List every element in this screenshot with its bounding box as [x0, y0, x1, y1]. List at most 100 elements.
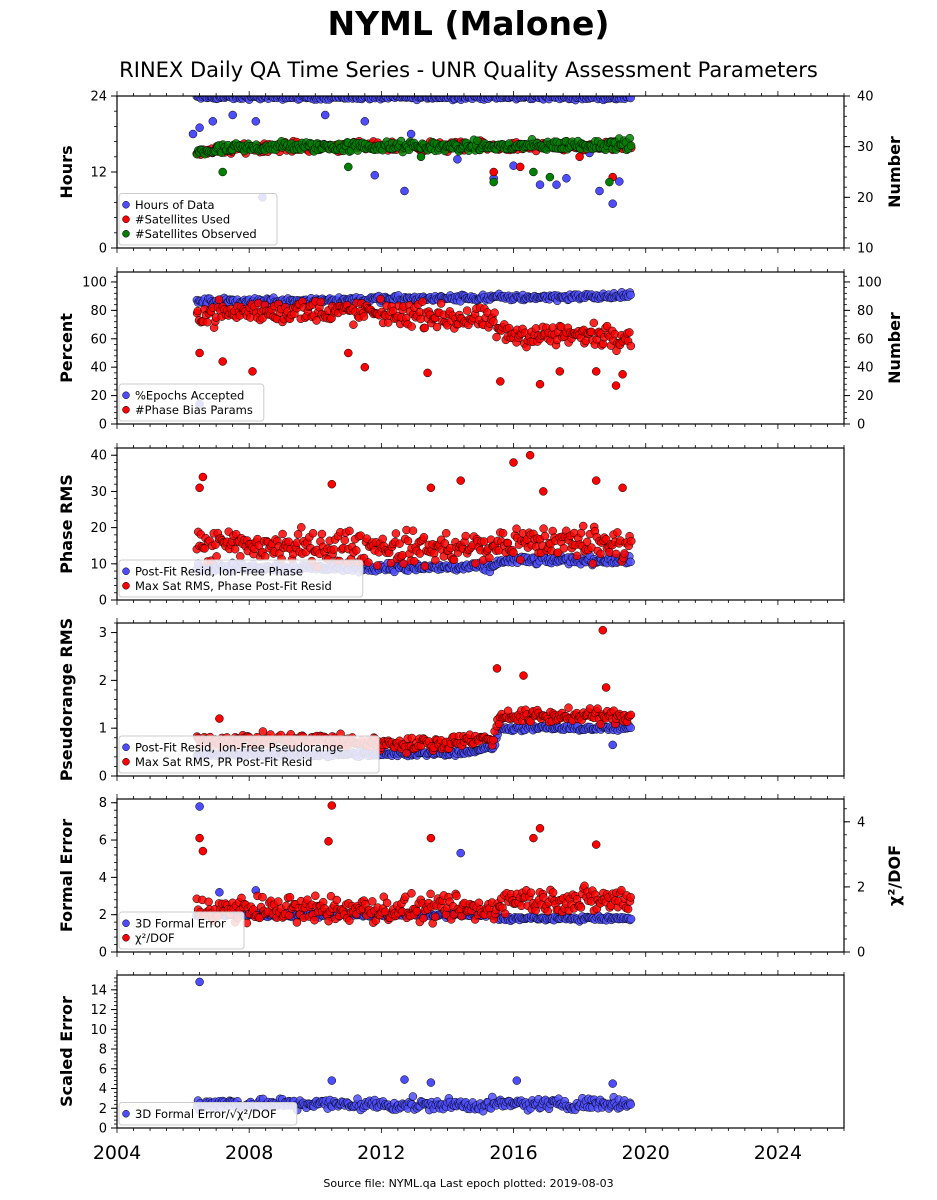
- data-point-outlier: [535, 379, 545, 389]
- data-point-outlier: [195, 977, 204, 987]
- y-tick-label: 2: [99, 1102, 107, 1117]
- data-point: [285, 892, 295, 902]
- data-point: [345, 526, 354, 536]
- panel-6: 0 2 4 6 8 10 12 14 Scaled Error 2004 2008 2012 2016 2…: [57, 970, 845, 1164]
- legend: 3D Formal Error/√χ²/DOF: [118, 1102, 298, 1126]
- data-point-outlier: [529, 167, 538, 177]
- data-point-outlier: [360, 117, 370, 126]
- data-point: [627, 536, 636, 546]
- data-point: [512, 524, 521, 533]
- data-point-outlier: [608, 199, 617, 208]
- y-tick-label: 12: [90, 166, 107, 181]
- data-point: [626, 1100, 635, 1109]
- data-point: [200, 544, 209, 553]
- data-point-outlier: [598, 625, 608, 635]
- data-point: [352, 546, 361, 555]
- y-tick-label: 4: [99, 1082, 107, 1097]
- y-tick-label: 0: [99, 770, 107, 785]
- data-point: [420, 323, 429, 333]
- data-point: [559, 544, 569, 553]
- markers: [192, 801, 636, 928]
- data-point: [278, 529, 287, 539]
- legend-marker: [122, 230, 130, 238]
- legend-marker: [122, 215, 130, 223]
- data-point-outlier: [515, 162, 525, 172]
- data-point-outlier: [195, 123, 204, 132]
- y-tick-label: 2: [99, 908, 107, 923]
- legend-marker: [122, 567, 130, 575]
- data-point: [596, 549, 605, 559]
- x-tick-label: 2008: [225, 1142, 273, 1164]
- data-point: [548, 888, 558, 897]
- y-tick-label: 24: [90, 90, 107, 105]
- data-point: [526, 888, 536, 897]
- data-point: [461, 531, 470, 541]
- data-point: [332, 895, 342, 905]
- data-point-outlier: [535, 824, 545, 833]
- legend-label: Post-Fit Resid, Ion-Free Phase: [135, 564, 303, 578]
- data-point: [540, 531, 550, 541]
- data-point-outlier: [423, 368, 432, 378]
- legend-label: %Epochs Accepted: [135, 388, 244, 402]
- y-right-tick-label: 20: [857, 191, 874, 206]
- y-tick-label: 2: [99, 674, 107, 689]
- data-point: [316, 297, 326, 307]
- data-point: [230, 544, 240, 554]
- legend: Post-Fit Resid, Ion-Free PseudorangeMax …: [118, 735, 380, 774]
- data-point-outlier: [208, 117, 218, 126]
- legend-label: Post-Fit Resid, Ion-Free Pseudorange: [135, 740, 343, 754]
- data-point-outlier: [601, 683, 611, 692]
- data-point: [500, 909, 510, 919]
- legend-label: 3D Formal Error/√χ²/DOF: [135, 1107, 277, 1121]
- y-right-tick-label: 0: [857, 418, 865, 433]
- data-point: [408, 526, 418, 535]
- data-point: [426, 889, 435, 899]
- data-point: [516, 555, 525, 565]
- data-point-outlier: [195, 802, 204, 811]
- data-point: [485, 553, 494, 563]
- series-blue: [188, 96, 635, 208]
- data-point-outlier: [215, 888, 224, 897]
- data-point-outlier: [456, 848, 465, 858]
- data-point: [345, 916, 354, 925]
- y-tick-label: 30: [90, 485, 107, 500]
- data-point: [258, 727, 268, 736]
- data-point: [364, 558, 373, 567]
- data-point: [489, 735, 498, 745]
- y-tick-label: 6: [99, 834, 107, 849]
- legend-marker: [122, 1110, 130, 1118]
- data-point: [407, 322, 416, 331]
- y-right-tick-label: 10: [857, 242, 874, 257]
- y-axis-label: Phase RMS: [57, 474, 76, 574]
- panel-4: 0 1 2 3 Pseudorange RMS Post-Fit Resid, Ion-F…: [57, 618, 845, 785]
- data-point-outlier: [426, 483, 436, 493]
- y-tick-label: 0: [99, 594, 107, 609]
- data-point-outlier: [324, 837, 333, 846]
- data-point: [576, 903, 586, 912]
- data-point-outlier: [591, 476, 601, 485]
- y-right-tick-label: 100: [857, 275, 882, 290]
- markers: [192, 450, 636, 577]
- data-point: [260, 552, 270, 561]
- data-point: [293, 530, 303, 539]
- data-point-outlier: [512, 1076, 522, 1085]
- data-point: [588, 559, 598, 568]
- data-point-outlier: [426, 1078, 436, 1087]
- data-point: [310, 915, 319, 925]
- data-point: [274, 897, 283, 906]
- data-point: [620, 549, 629, 558]
- data-point-outlier: [195, 348, 204, 358]
- data-point-outlier: [608, 1079, 617, 1088]
- data-point-outlier: [509, 458, 518, 467]
- legend-label: χ²/DOF: [135, 931, 175, 945]
- y-axis-label: Hours: [57, 145, 76, 198]
- data-point: [449, 555, 459, 565]
- data-point-outlier: [456, 476, 465, 485]
- y-tick-label: 0: [99, 242, 107, 257]
- y-right-tick-label: 20: [857, 389, 874, 404]
- data-point: [613, 528, 622, 537]
- data-point: [391, 529, 401, 538]
- data-point: [489, 317, 498, 326]
